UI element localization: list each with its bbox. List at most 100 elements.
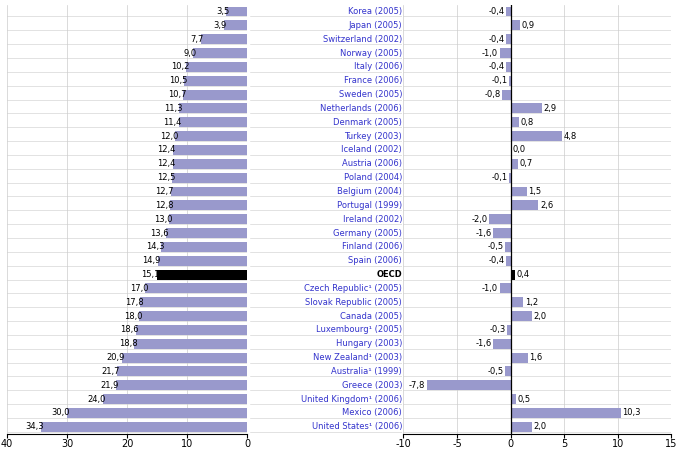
- Text: -0,4: -0,4: [489, 256, 504, 265]
- Text: 18,8: 18,8: [119, 339, 138, 348]
- Bar: [509, 173, 511, 183]
- Text: Czech Republic¹ (2005): Czech Republic¹ (2005): [304, 284, 402, 293]
- Text: 17,8: 17,8: [125, 298, 143, 307]
- Text: France (2006): France (2006): [344, 76, 402, 85]
- Text: 13,6: 13,6: [150, 229, 169, 237]
- Text: 2,0: 2,0: [534, 312, 546, 320]
- Text: Netherlands (2006): Netherlands (2006): [320, 104, 402, 113]
- Bar: [170, 214, 247, 224]
- Text: 10,7: 10,7: [167, 90, 186, 99]
- Text: 12,4: 12,4: [157, 146, 176, 154]
- Bar: [201, 34, 247, 44]
- Text: Poland (2004): Poland (2004): [344, 173, 402, 182]
- Text: 3,5: 3,5: [216, 7, 229, 16]
- Bar: [511, 159, 518, 169]
- Text: -1,6: -1,6: [475, 229, 492, 237]
- Bar: [506, 256, 511, 266]
- Text: 21,9: 21,9: [100, 381, 119, 390]
- Text: Mexico (2006): Mexico (2006): [342, 409, 402, 418]
- Bar: [509, 76, 511, 86]
- Text: 12,0: 12,0: [160, 132, 178, 140]
- Text: 0,8: 0,8: [521, 118, 534, 127]
- Text: -7,8: -7,8: [409, 381, 425, 390]
- Bar: [511, 186, 527, 196]
- Bar: [511, 20, 520, 30]
- Text: Sweden (2005): Sweden (2005): [338, 90, 402, 99]
- Text: 0,7: 0,7: [519, 159, 533, 168]
- Bar: [165, 228, 247, 238]
- Text: 11,4: 11,4: [163, 118, 182, 127]
- Text: 12,4: 12,4: [157, 159, 176, 168]
- Text: Switzerland (2002): Switzerland (2002): [323, 35, 402, 44]
- Bar: [511, 103, 542, 113]
- Bar: [193, 48, 247, 58]
- Bar: [224, 20, 247, 30]
- Text: 15,1: 15,1: [141, 270, 159, 279]
- Text: 12,7: 12,7: [155, 187, 174, 196]
- Bar: [184, 76, 247, 86]
- Bar: [511, 394, 516, 404]
- Bar: [161, 242, 247, 252]
- Text: United Kingdom¹ (2006): United Kingdom¹ (2006): [301, 395, 402, 403]
- Bar: [170, 200, 247, 210]
- Text: 20,9: 20,9: [106, 353, 125, 362]
- Bar: [136, 325, 247, 335]
- Text: -0,5: -0,5: [487, 242, 504, 252]
- Text: 10,3: 10,3: [622, 409, 641, 418]
- Bar: [511, 422, 532, 432]
- Text: 2,6: 2,6: [540, 201, 553, 210]
- Bar: [427, 381, 511, 390]
- Text: Hungary (2003): Hungary (2003): [336, 339, 402, 348]
- Text: 0,0: 0,0: [512, 146, 525, 154]
- Text: 24,0: 24,0: [87, 395, 106, 403]
- Text: 9,0: 9,0: [183, 49, 197, 57]
- Text: United States¹ (2006): United States¹ (2006): [312, 422, 402, 431]
- Bar: [157, 269, 247, 280]
- Bar: [502, 90, 511, 100]
- Bar: [122, 353, 247, 363]
- Text: Denmark (2005): Denmark (2005): [333, 118, 402, 127]
- Text: Portugal (1999): Portugal (1999): [337, 201, 402, 210]
- Bar: [179, 118, 247, 127]
- Bar: [511, 200, 538, 210]
- Text: 14,9: 14,9: [142, 256, 161, 265]
- Bar: [186, 62, 247, 72]
- Bar: [506, 62, 511, 72]
- Text: Korea (2005): Korea (2005): [348, 7, 402, 16]
- Bar: [134, 339, 247, 349]
- Bar: [117, 366, 247, 376]
- Text: 12,5: 12,5: [157, 173, 175, 182]
- Text: Italy (2006): Italy (2006): [353, 62, 402, 72]
- Bar: [511, 118, 519, 127]
- Bar: [140, 297, 247, 307]
- Text: -1,0: -1,0: [482, 284, 498, 293]
- Bar: [505, 242, 511, 252]
- Text: Austria (2006): Austria (2006): [342, 159, 402, 168]
- Text: -0,1: -0,1: [492, 76, 508, 85]
- Text: Australia¹ (1999): Australia¹ (1999): [332, 367, 402, 376]
- Text: 10,5: 10,5: [169, 76, 187, 85]
- Bar: [183, 90, 247, 100]
- Bar: [103, 394, 247, 404]
- Text: Slovak Republic (2005): Slovak Republic (2005): [305, 298, 402, 307]
- Text: Turkey (2003): Turkey (2003): [344, 132, 402, 140]
- Text: 1,6: 1,6: [530, 353, 542, 362]
- Text: 3,9: 3,9: [214, 21, 227, 30]
- Bar: [500, 283, 511, 293]
- Text: Luxembourg¹ (2005): Luxembourg¹ (2005): [316, 325, 402, 335]
- Text: 34,3: 34,3: [26, 422, 44, 431]
- Text: -0,4: -0,4: [489, 35, 504, 44]
- Text: Norway (2005): Norway (2005): [340, 49, 402, 57]
- Bar: [494, 339, 511, 349]
- Text: -0,5: -0,5: [487, 367, 504, 376]
- Text: -0,4: -0,4: [489, 7, 504, 16]
- Text: OECD: OECD: [376, 270, 402, 279]
- Bar: [489, 214, 511, 224]
- Bar: [158, 256, 247, 266]
- Bar: [511, 131, 562, 141]
- Bar: [511, 297, 523, 307]
- Text: 12,8: 12,8: [155, 201, 174, 210]
- Text: 18,6: 18,6: [120, 325, 138, 335]
- Bar: [173, 159, 247, 169]
- Bar: [511, 353, 527, 363]
